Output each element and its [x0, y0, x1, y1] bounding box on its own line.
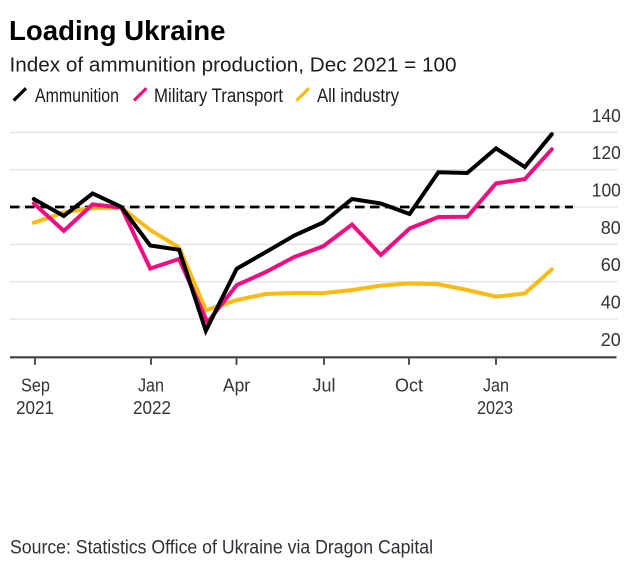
svg-text:Jul: Jul [313, 375, 336, 396]
svg-text:140: 140 [592, 105, 621, 126]
svg-text:20: 20 [601, 329, 621, 350]
svg-text:100: 100 [592, 180, 621, 201]
svg-text:Loading Ukraine: Loading Ukraine [9, 15, 226, 46]
svg-text:60: 60 [601, 254, 621, 275]
svg-text:120: 120 [592, 142, 621, 163]
svg-text:Source: Statistics Office of U: Source: Statistics Office of Ukraine via… [10, 538, 433, 559]
svg-text:Sep: Sep [21, 375, 50, 396]
svg-text:2022: 2022 [133, 397, 171, 418]
svg-text:2021: 2021 [16, 397, 54, 418]
svg-text:Index of ammunition production: Index of ammunition production, Dec 2021… [10, 54, 457, 77]
svg-text:Oct: Oct [395, 375, 423, 396]
svg-text:Ammunition: Ammunition [35, 86, 119, 107]
svg-text:Jan: Jan [138, 375, 164, 396]
svg-text:40: 40 [601, 292, 621, 313]
svg-text:Jan: Jan [483, 375, 509, 396]
svg-text:80: 80 [601, 217, 621, 238]
svg-text:All industry: All industry [317, 86, 399, 107]
svg-text:Apr: Apr [223, 375, 250, 396]
svg-text:Military Transport: Military Transport [154, 86, 284, 107]
svg-text:2023: 2023 [477, 397, 513, 418]
